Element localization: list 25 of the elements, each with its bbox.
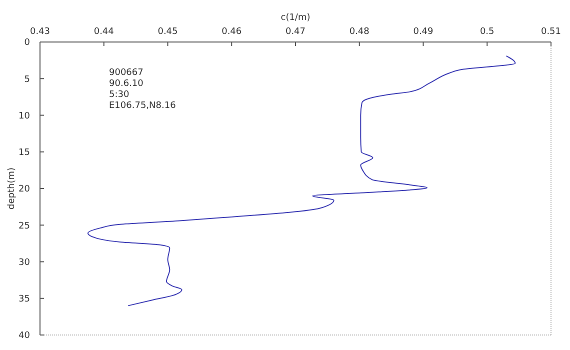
annotation: 90.6.10 bbox=[109, 79, 144, 89]
y-tick-label: 0 bbox=[24, 38, 30, 48]
y-tick-label: 40 bbox=[18, 331, 30, 342]
x-tick-label: 0.51 bbox=[540, 27, 562, 37]
x-tick-label: 0.47 bbox=[285, 27, 306, 37]
y-tick-label: 5 bbox=[24, 74, 30, 85]
line-series bbox=[87, 55, 516, 306]
annotation: 5:30 bbox=[109, 90, 130, 100]
annotation: E106.75,N8.16 bbox=[109, 101, 176, 111]
x-tick-label: 0.5 bbox=[480, 27, 494, 37]
x-tick-label: 0.45 bbox=[158, 27, 178, 37]
y-tick-label: 35 bbox=[18, 294, 30, 305]
x-tick-label: 0.48 bbox=[349, 27, 370, 37]
x-tick-label: 0.49 bbox=[413, 27, 434, 37]
x-tick-label: 0.46 bbox=[222, 27, 242, 37]
y-tick-label: 15 bbox=[18, 148, 30, 158]
y-tick-label: 25 bbox=[18, 221, 30, 232]
y-tick-label: 30 bbox=[18, 258, 30, 268]
y-axis-title: depth(m) bbox=[7, 168, 17, 210]
x-tick-label: 0.43 bbox=[30, 27, 50, 37]
y-tick-label: 20 bbox=[18, 184, 30, 195]
y-tick-label: 10 bbox=[18, 111, 30, 122]
annotation: 900667 bbox=[109, 68, 144, 78]
x-tick-label: 0.44 bbox=[94, 27, 114, 37]
x-axis-title: c(1/m) bbox=[280, 13, 310, 23]
